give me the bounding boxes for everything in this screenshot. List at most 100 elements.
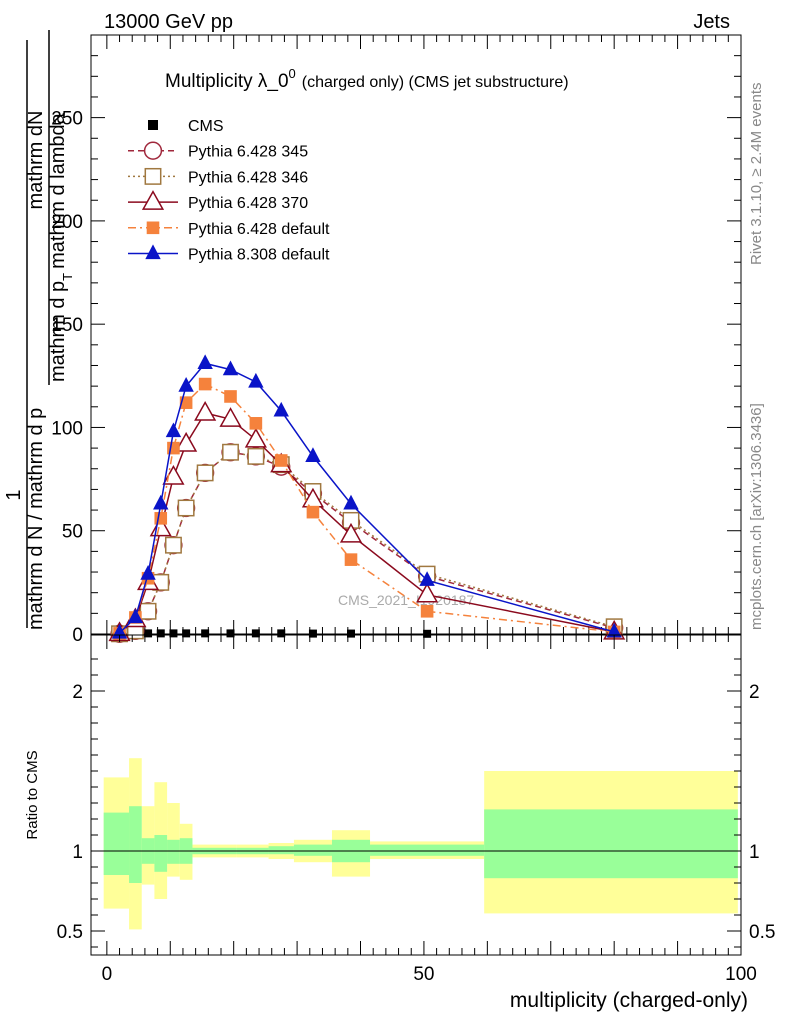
series-pythia-6-428-346 <box>111 443 623 643</box>
ratio-ytick-label-right: 1 <box>749 842 760 863</box>
cms-data-point <box>277 629 286 638</box>
series-marker <box>178 377 194 392</box>
legend-label: Pythia 6.428 345 <box>188 144 308 161</box>
legend-entry: Pythia 6.428 345 <box>128 141 308 161</box>
main-ytick-label: 100 <box>51 418 83 439</box>
main-frame <box>90 34 742 635</box>
series-marker <box>419 571 435 586</box>
series-marker <box>339 522 363 543</box>
ratio-xtick-label: 100 <box>725 964 757 985</box>
legend-marker <box>143 141 163 160</box>
legend-marker <box>148 120 158 130</box>
ratio-frame <box>90 634 742 956</box>
series-marker <box>306 505 320 519</box>
series-marker <box>153 494 169 510</box>
legend-entry: Pythia 8.308 default <box>128 244 330 264</box>
legend-label: Pythia 6.428 default <box>188 221 330 238</box>
series-marker <box>164 536 182 554</box>
cms-data-point <box>144 629 153 638</box>
legend-marker <box>144 167 162 185</box>
series-marker <box>305 447 321 462</box>
cms-data-point <box>156 629 165 638</box>
series-marker <box>274 454 288 467</box>
series-marker <box>165 422 182 438</box>
series-marker <box>194 400 217 421</box>
series-marker <box>219 407 242 427</box>
header-category: Jets <box>693 11 730 33</box>
ratio-ytick-label: 0.5 <box>57 922 83 943</box>
series-line <box>118 362 615 634</box>
series-line <box>118 383 615 634</box>
series-marker <box>140 565 156 580</box>
legend-label: Pythia 6.428 370 <box>188 195 308 212</box>
header-energy: 13000 GeV pp <box>104 11 233 33</box>
legend-marker <box>141 190 165 210</box>
series-marker <box>248 372 264 388</box>
x-axis-label: multiplicity (charged-only) <box>510 989 748 1012</box>
ylabel-numerator: mathrm dN <box>25 111 47 210</box>
cms-data-point <box>169 629 178 638</box>
series-marker <box>222 443 239 461</box>
legend: CMS Pythia 6.428 345 Pythia 6.428 346 Pythi… <box>128 118 330 264</box>
rivet-label: Rivet 3.1.10, ≥ 2.4M events <box>748 83 765 266</box>
ratio-stat-band <box>129 806 142 883</box>
series-marker <box>154 512 168 525</box>
series-marker <box>222 360 239 376</box>
cms-data-point <box>347 629 355 638</box>
legend-marker <box>146 221 160 235</box>
series-marker <box>197 354 213 370</box>
ratio-xtick-label: 50 <box>413 964 434 985</box>
legend-entry: CMS <box>148 118 224 135</box>
ratio-stat-band <box>268 846 294 855</box>
legend-label: Pythia 8.308 default <box>188 247 330 264</box>
cms-data-point <box>251 629 260 638</box>
cms-data-point <box>226 629 235 638</box>
main-axis-ticks: 0 50 100 150 200 250 <box>51 35 742 646</box>
legend-label: Pythia 6.428 346 <box>188 169 308 186</box>
legend-marker <box>145 244 161 260</box>
ratio-bands-group <box>91 758 741 930</box>
watermark: CMS_2021_I1920187 <box>338 592 474 608</box>
main-ytick-label: 250 <box>51 109 83 130</box>
series-marker <box>127 608 144 624</box>
cms-data-point <box>308 629 317 638</box>
main-series-group <box>108 354 626 643</box>
series-marker <box>273 401 289 417</box>
series-marker <box>249 417 263 430</box>
series-marker <box>247 447 265 465</box>
main-ytick-label: 150 <box>51 315 83 336</box>
ratio-xtick-label: 0 <box>102 964 113 985</box>
ratio-stat-band <box>293 844 332 856</box>
ylabel-outer-numerator: 1 <box>3 489 25 500</box>
series-marker <box>344 553 358 566</box>
cms-data-point <box>423 629 432 638</box>
main-ytick-label: 50 <box>62 522 83 543</box>
series-marker <box>606 622 622 638</box>
ylabel-denominator: mathrm d pTmathrm d lambda <box>47 112 75 382</box>
ratio-stat-band <box>167 839 180 864</box>
ratio-ylabel: Ratio to CMS <box>24 750 41 839</box>
series-marker <box>177 499 195 517</box>
ratio-stat-band <box>154 835 168 872</box>
series-marker <box>420 604 434 618</box>
ratio-ytick-label-right: 2 <box>749 682 760 703</box>
main-ytick-label: 0 <box>72 625 83 646</box>
series-marker <box>139 602 157 620</box>
legend-entry: Pythia 6.428 default <box>128 221 330 238</box>
series-marker <box>196 464 214 482</box>
series-marker <box>244 427 267 448</box>
cms-data-point <box>182 629 191 638</box>
ylabel-outer-denominator: mathrm d N / mathrm d p <box>25 408 47 630</box>
ratio-stat-band <box>370 844 485 856</box>
series-marker <box>198 377 212 391</box>
ratio-stat-band <box>484 809 738 879</box>
ratio-ytick-label-right: 0.5 <box>749 922 775 943</box>
legend-entry: Pythia 6.428 346 <box>128 167 308 186</box>
legend-label: CMS <box>188 118 224 135</box>
cms-data-point <box>201 629 210 638</box>
series-marker <box>175 431 198 452</box>
main-ytick-label: 200 <box>51 212 83 233</box>
main-title: Multiplicity λ_00(charged only) (CMS jet… <box>165 66 569 92</box>
series-marker <box>343 494 359 510</box>
